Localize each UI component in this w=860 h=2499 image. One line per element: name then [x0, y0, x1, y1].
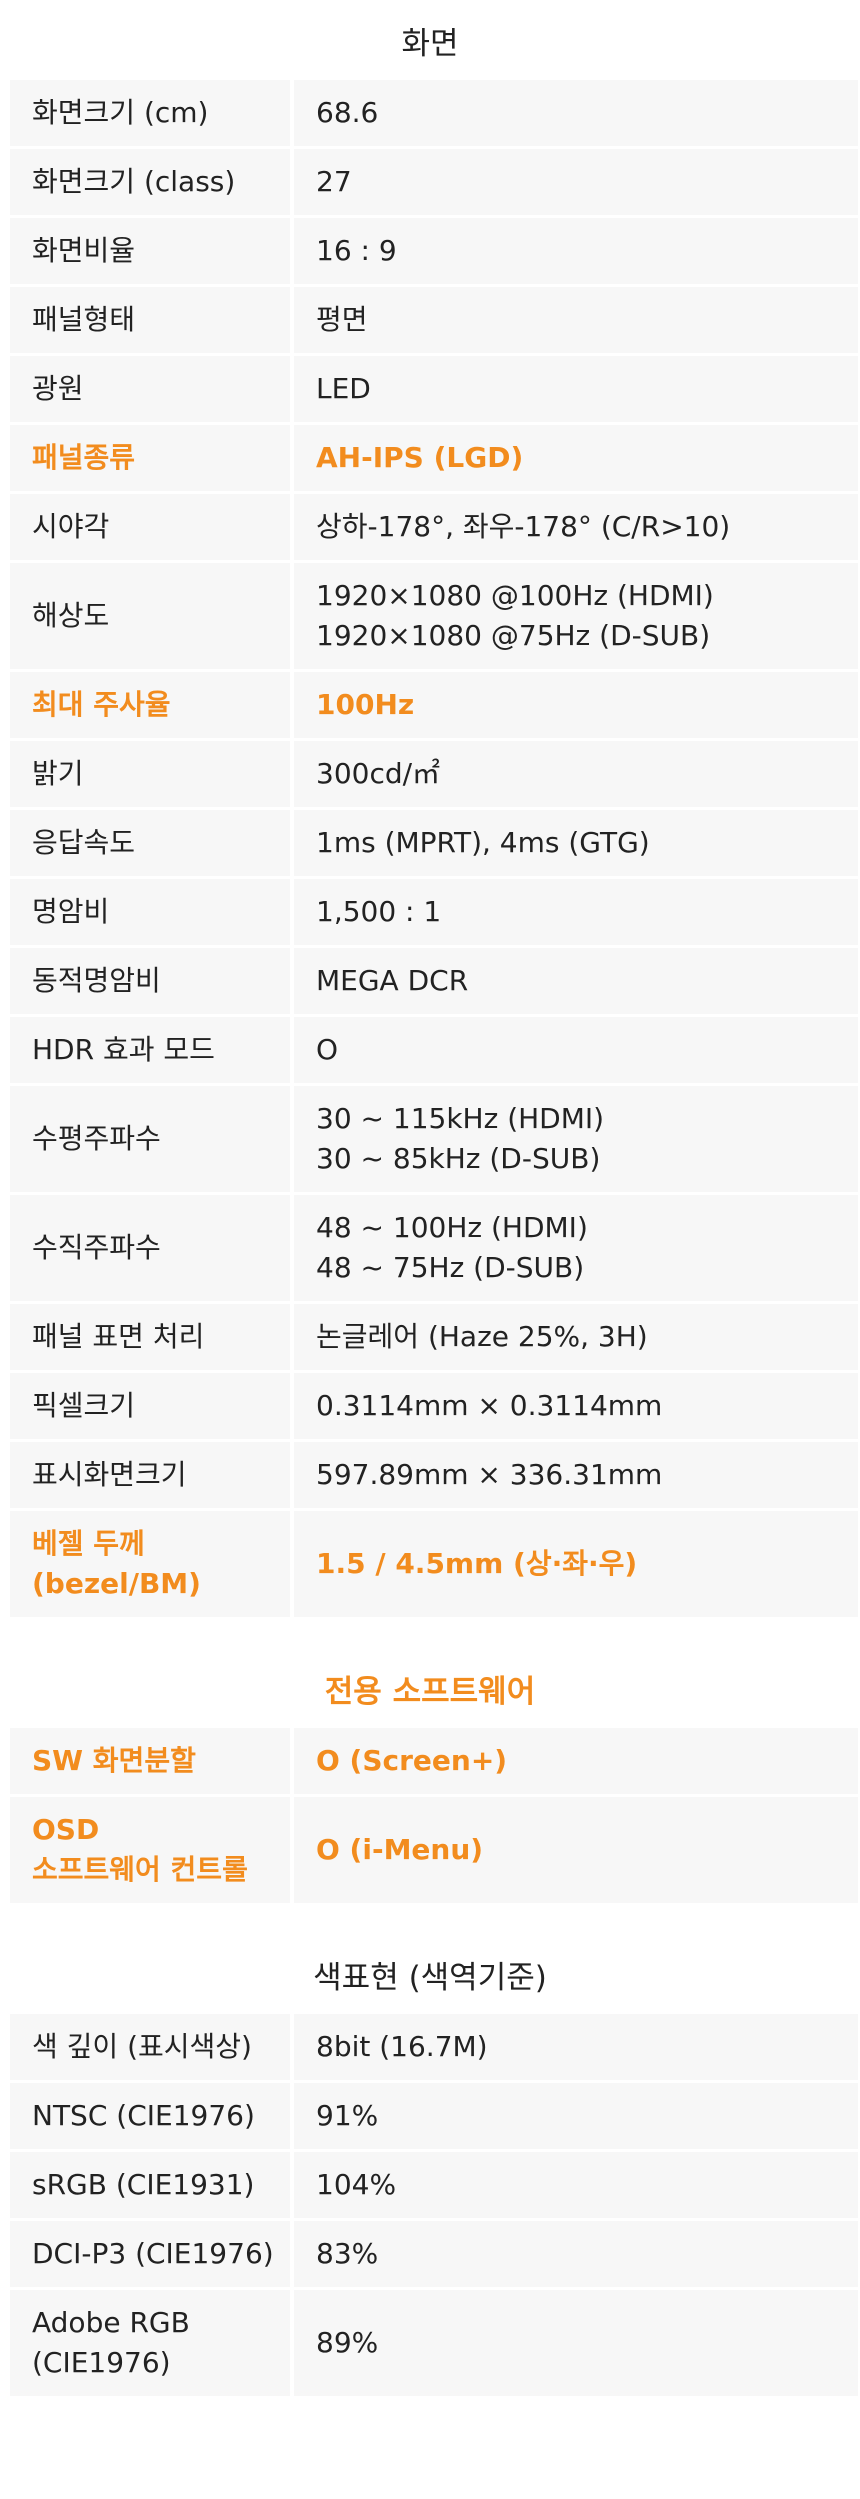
spec-row: 밝기 300cd/㎡	[10, 741, 858, 810]
spec-label: 패널형태	[10, 287, 294, 356]
spec-value: 8bit (16.7M)	[294, 2014, 858, 2083]
spec-value: 91%	[294, 2083, 858, 2152]
spec-value: 597.89mm × 336.31mm	[294, 1442, 858, 1511]
spec-value: LED	[294, 356, 858, 425]
spec-label: 광원	[10, 356, 294, 425]
section-software: 전용 소프트웨어 SW 화면분할 O (Screen+) OSD 소프트웨어 컨트롤…	[0, 1648, 860, 1906]
spec-value: 1920×1080 @100Hz (HDMI) 1920×1080 @75Hz …	[294, 563, 858, 672]
spec-label: 동적명암비	[10, 948, 294, 1017]
spec-label: 수평주파수	[10, 1086, 294, 1195]
spec-row: 베젤 두께 (bezel/BM) 1.5 / 4.5mm (상·좌·우)	[10, 1511, 858, 1620]
spec-row: 패널 표면 처리 논글레어 (Haze 25%, 3H)	[10, 1304, 858, 1373]
spec-table: 화면크기 (cm) 68.6 화면크기 (class) 27 화면비율 16 : 9 패널형…	[10, 80, 858, 1620]
spec-value: 27	[294, 149, 858, 218]
spec-label: 화면크기 (class)	[10, 149, 294, 218]
spec-row: Adobe RGB (CIE1976) 89%	[10, 2290, 858, 2399]
spec-row: 패널형태 평면	[10, 287, 858, 356]
spec-value: O (i-Menu)	[294, 1797, 858, 1906]
spec-row: sRGB (CIE1931) 104%	[10, 2152, 858, 2221]
spec-value: 100Hz	[294, 672, 858, 741]
spec-value: 1.5 / 4.5mm (상·좌·우)	[294, 1511, 858, 1620]
spec-label: 명암비	[10, 879, 294, 948]
spec-label: 시야각	[10, 494, 294, 563]
spec-value: 30 ~ 115kHz (HDMI) 30 ~ 85kHz (D-SUB)	[294, 1086, 858, 1195]
spec-label: NTSC (CIE1976)	[10, 2083, 294, 2152]
spec-value: AH-IPS (LGD)	[294, 425, 858, 494]
spec-row: 화면비율 16 : 9	[10, 218, 858, 287]
spec-label: 최대 주사율	[10, 672, 294, 741]
spec-value: 83%	[294, 2221, 858, 2290]
spec-row: 응답속도 1ms (MPRT), 4ms (GTG)	[10, 810, 858, 879]
spec-row: 동적명암비 MEGA DCR	[10, 948, 858, 1017]
spec-value: 논글레어 (Haze 25%, 3H)	[294, 1304, 858, 1373]
spec-value: MEGA DCR	[294, 948, 858, 1017]
spec-label: sRGB (CIE1931)	[10, 2152, 294, 2221]
spec-label: 픽셀크기	[10, 1373, 294, 1442]
spec-value: O (Screen+)	[294, 1728, 858, 1797]
spec-label: 베젤 두께 (bezel/BM)	[10, 1511, 294, 1620]
spec-value: 16 : 9	[294, 218, 858, 287]
spec-row: 최대 주사율 100Hz	[10, 672, 858, 741]
section-title: 색표현 (색역기준)	[313, 1959, 547, 1996]
section-color: 색표현 (색역기준) 색 깊이 (표시색상) 8bit (16.7M) NTSC (…	[0, 1934, 860, 2399]
spec-value: 300cd/㎡	[294, 741, 858, 810]
spec-row: 화면크기 (cm) 68.6	[10, 80, 858, 149]
spec-label: 패널종류	[10, 425, 294, 494]
spec-row: 표시화면크기 597.89mm × 336.31mm	[10, 1442, 858, 1511]
spec-label: HDR 효과 모드	[10, 1017, 294, 1086]
spec-row: 색 깊이 (표시색상) 8bit (16.7M)	[10, 2014, 858, 2083]
spec-row: SW 화면분할 O (Screen+)	[10, 1728, 858, 1797]
spec-row: 명암비 1,500 : 1	[10, 879, 858, 948]
spec-label: 수직주파수	[10, 1195, 294, 1304]
spec-label: 화면크기 (cm)	[10, 80, 294, 149]
spec-row: DCI-P3 (CIE1976) 83%	[10, 2221, 858, 2290]
spec-label: 색 깊이 (표시색상)	[10, 2014, 294, 2083]
spec-row: OSD 소프트웨어 컨트롤 O (i-Menu)	[10, 1797, 858, 1906]
spec-label: Adobe RGB (CIE1976)	[10, 2290, 294, 2399]
spec-row: 패널종류 AH-IPS (LGD)	[10, 425, 858, 494]
spec-value: 평면	[294, 287, 858, 356]
spec-label: 응답속도	[10, 810, 294, 879]
section-display: 화면 화면크기 (cm) 68.6 화면크기 (class) 27 화면비율 16 : 9…	[10, 25, 858, 1620]
spec-label: 밝기	[10, 741, 294, 810]
spec-table: 색 깊이 (표시색상) 8bit (16.7M) NTSC (CIE1976) 91%…	[10, 2014, 858, 2399]
spec-label: SW 화면분할	[10, 1728, 294, 1797]
spec-value: 1,500 : 1	[294, 879, 858, 948]
spec-row: NTSC (CIE1976) 91%	[10, 2083, 858, 2152]
spec-label: 패널 표면 처리	[10, 1304, 294, 1373]
spec-value: 0.3114mm × 0.3114mm	[294, 1373, 858, 1442]
spec-value: 89%	[294, 2290, 858, 2399]
spec-value: 68.6	[294, 80, 858, 149]
section-title: 전용 소프트웨어	[324, 1673, 536, 1710]
spec-row: 해상도 1920×1080 @100Hz (HDMI) 1920×1080 @75…	[10, 563, 858, 672]
spec-row: 픽셀크기 0.3114mm × 0.3114mm	[10, 1373, 858, 1442]
spec-label: OSD 소프트웨어 컨트롤	[10, 1797, 294, 1906]
spec-value: O	[294, 1017, 858, 1086]
spec-table: SW 화면분할 O (Screen+) OSD 소프트웨어 컨트롤 O (i-Menu…	[10, 1728, 858, 1906]
spec-page: 화면 화면크기 (cm) 68.6 화면크기 (class) 27 화면비율 16 : 9…	[0, 25, 860, 2399]
spec-row: 광원 LED	[10, 356, 858, 425]
spec-row: 시야각 상하-178°, 좌우-178° (C/R>10)	[10, 494, 858, 563]
spec-value: 104%	[294, 2152, 858, 2221]
spec-value: 1ms (MPRT), 4ms (GTG)	[294, 810, 858, 879]
spec-label: DCI-P3 (CIE1976)	[10, 2221, 294, 2290]
spec-value: 48 ~ 100Hz (HDMI) 48 ~ 75Hz (D-SUB)	[294, 1195, 858, 1304]
spec-row: 화면크기 (class) 27	[10, 149, 858, 218]
spec-row: 수평주파수 30 ~ 115kHz (HDMI) 30 ~ 85kHz (D-SU…	[10, 1086, 858, 1195]
spec-row: 수직주파수 48 ~ 100Hz (HDMI) 48 ~ 75Hz (D-SUB)	[10, 1195, 858, 1304]
spec-row: HDR 효과 모드 O	[10, 1017, 858, 1086]
spec-label: 표시화면크기	[10, 1442, 294, 1511]
spec-label: 화면비율	[10, 218, 294, 287]
spec-label: 해상도	[10, 563, 294, 672]
spec-value: 상하-178°, 좌우-178° (C/R>10)	[294, 494, 858, 563]
section-title: 화면	[401, 25, 459, 62]
